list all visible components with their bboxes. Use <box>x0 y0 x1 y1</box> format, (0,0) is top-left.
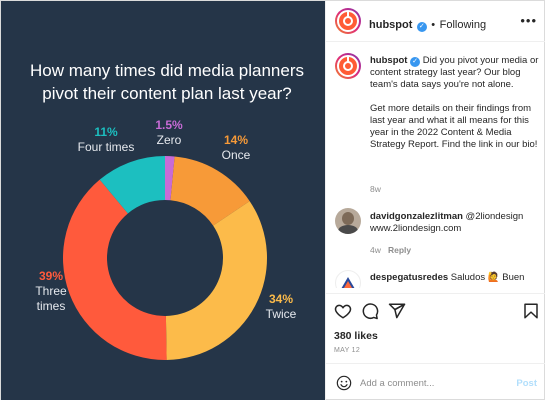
slice-label-four: 11% Four times <box>71 125 141 155</box>
post-date[interactable]: MAY 12 <box>334 347 361 354</box>
header-username[interactable]: hubspot <box>369 19 413 31</box>
likes-count[interactable]: 380 likes <box>334 330 378 342</box>
emoji-icon[interactable] <box>336 375 352 391</box>
slice-name-once: Once <box>221 148 251 162</box>
slice-label-twice: 34% Twice <box>259 292 303 322</box>
slice-pct-once: 14% <box>223 133 249 147</box>
comment-body: Saludos 🙋 Buen <box>450 272 525 283</box>
caption-avatar[interactable] <box>335 53 361 79</box>
slice-name-three: Three times <box>35 284 67 313</box>
post-header: hubspot ✓ • Following ••• <box>326 1 545 42</box>
comment-time[interactable]: 4w <box>370 245 381 255</box>
comment-username[interactable]: davidgonzalezlitman <box>370 211 463 222</box>
hubspot-logo-icon <box>343 57 353 71</box>
reply-button[interactable]: Reply <box>387 245 412 255</box>
slice-pct-three: 39% <box>38 269 64 283</box>
slice-label-once: 14% Once <box>216 133 256 163</box>
avatar[interactable] <box>335 8 361 34</box>
slice-name-zero: Zero <box>156 133 182 147</box>
slice-label-three: 39% Three times <box>31 269 71 314</box>
slice-name-twice: Twice <box>265 307 297 321</box>
brand-logo-icon <box>341 277 355 288</box>
post-button[interactable]: Post <box>516 378 537 389</box>
caption-text: hubspot ✓ Did you pivot your media or co… <box>370 55 540 151</box>
donut-slice-zero <box>165 156 175 201</box>
header-separator: • <box>431 19 436 31</box>
hubspot-logo-icon <box>343 12 353 26</box>
comment-text: despegatusredes Saludos 🙋 Buen <box>370 272 540 284</box>
ellipsis-icon[interactable]: ••• <box>520 13 537 28</box>
add-comment-bar: Post <box>326 363 545 400</box>
commenter-avatar[interactable] <box>335 208 361 234</box>
slice-name-four: Four times <box>77 140 135 154</box>
verified-badge-icon: ✓ <box>410 57 421 67</box>
bookmark-icon[interactable] <box>522 302 540 320</box>
slice-pct-twice: 34% <box>268 292 294 306</box>
chart-title: How many times did media planners pivot … <box>29 61 304 103</box>
slice-pct-zero: 1.5% <box>155 118 183 132</box>
post-sidebar: hubspot ✓ • Following ••• hubspot ✓ Did … <box>325 1 545 400</box>
post-image: How many times did media planners pivot … <box>1 1 325 400</box>
commenter-avatar[interactable] <box>335 270 361 288</box>
following-button[interactable]: Following <box>439 19 487 31</box>
comments-section: hubspot ✓ Did you pivot your media or co… <box>326 43 545 288</box>
slice-pct-four: 11% <box>94 125 118 139</box>
donut-slice-once <box>170 156 250 226</box>
comment-text: davidgonzalezlitman @2liondesign www.2li… <box>370 211 540 235</box>
caption-text-1: Did you pivot your media or content stra… <box>370 55 539 90</box>
donut-slice-three-times <box>62 179 167 360</box>
comment-username[interactable]: despegatusredes <box>370 272 449 283</box>
donut-slice-twice <box>165 201 268 360</box>
comment-body: @2liondesign www.2liondesign.com <box>370 211 524 234</box>
action-bar <box>326 293 545 329</box>
comment-input[interactable] <box>360 374 505 392</box>
verified-badge-icon: ✓ <box>416 22 427 32</box>
comment-icon[interactable] <box>361 302 379 320</box>
comment-meta: 4w Reply <box>370 245 411 255</box>
share-icon[interactable] <box>388 302 406 320</box>
caption-username[interactable]: hubspot <box>370 55 408 66</box>
caption-text-2: Get more details on their findings from … <box>370 103 538 150</box>
slice-label-zero: 1.5% Zero <box>151 118 187 148</box>
heart-icon[interactable] <box>334 302 352 320</box>
donut-chart <box>62 156 268 360</box>
donut-slice-four-times <box>99 156 165 214</box>
caption-time[interactable]: 8w <box>370 184 381 194</box>
